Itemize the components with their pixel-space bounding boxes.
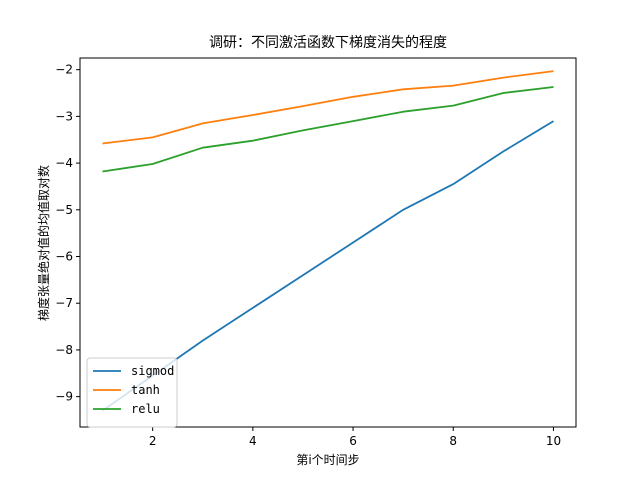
y-tick-label: −6 <box>55 250 73 264</box>
y-tick-label: −9 <box>55 390 73 404</box>
series-line-relu <box>102 86 554 173</box>
x-tick-label: 2 <box>149 434 157 448</box>
series-line-tanh <box>102 70 554 145</box>
chart-title: 调研：不同激活函数下梯度消失的程度 <box>209 34 447 51</box>
series-line-sigmod <box>101 120 554 412</box>
legend-label: tanh <box>131 383 160 397</box>
legend: sigmod tanh relu <box>86 357 178 428</box>
y-tick-label: −2 <box>55 63 73 77</box>
x-tick-label: 10 <box>546 434 561 448</box>
legend-label: sigmod <box>131 364 174 378</box>
x-tick-label: 8 <box>449 434 457 448</box>
y-axis: −9 −8 −7 −6 −5 −4 −3 −2 <box>55 63 80 404</box>
x-axis: 2 4 6 8 10 <box>149 427 561 448</box>
x-tick-label: 4 <box>249 434 257 448</box>
y-tick-label: −7 <box>55 296 73 310</box>
x-axis-title: 第i个时间步 <box>296 453 359 467</box>
y-tick-label: −5 <box>55 203 73 217</box>
plot-frame <box>79 57 577 428</box>
y-tick-label: −3 <box>55 109 73 123</box>
y-tick-label: −8 <box>55 343 73 357</box>
series-lines <box>101 70 554 412</box>
y-tick-label: −4 <box>55 156 73 170</box>
y-axis-title: 梯度张量绝对值的均值取对数 <box>36 165 51 321</box>
x-tick-label: 6 <box>349 434 357 448</box>
legend-label: relu <box>131 402 160 416</box>
